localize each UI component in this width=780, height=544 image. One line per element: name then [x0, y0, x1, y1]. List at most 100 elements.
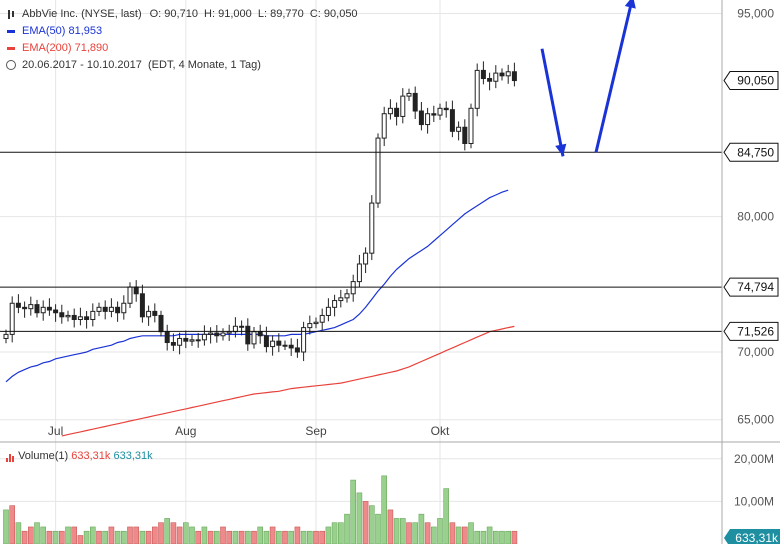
volume-bar — [83, 530, 90, 544]
volume-bar — [331, 522, 338, 544]
volume-bar — [406, 522, 412, 544]
volume-bar — [158, 522, 164, 544]
volume-bar — [449, 522, 456, 544]
volume-bar — [468, 522, 474, 544]
x-tick-label: Okt — [431, 424, 450, 438]
candle-body — [263, 335, 269, 348]
candle-body — [493, 72, 499, 82]
volume-tick-label: 10,00M — [734, 494, 774, 508]
candle-body — [387, 107, 393, 115]
volume-bar — [133, 526, 139, 544]
arrow-head — [624, 0, 636, 9]
candle-body — [313, 321, 319, 325]
level-label: 74,794 — [737, 280, 774, 294]
candle-body — [356, 263, 362, 283]
candle-body — [146, 310, 152, 318]
volume-bars-icon — [6, 450, 15, 462]
level-label: 71,526 — [737, 324, 774, 338]
volume-bar — [393, 518, 400, 544]
volume-value-red: 633,31k — [71, 450, 111, 462]
candle-body — [257, 331, 263, 337]
candle-body — [46, 306, 52, 311]
x-tick-label: Jul — [48, 424, 63, 438]
volume-bar — [282, 530, 288, 544]
candle-body — [195, 339, 201, 342]
candle-body — [332, 300, 338, 308]
volume-bar — [201, 526, 208, 544]
volume-bar — [71, 526, 77, 544]
volume-bar — [399, 518, 406, 544]
volume-bar — [505, 530, 512, 544]
volume-label: Volume(1) — [18, 450, 69, 462]
price-tick-label: 70,000 — [737, 345, 774, 359]
volume-bar — [418, 513, 425, 544]
volume-bar — [461, 526, 468, 544]
level-label-box — [723, 277, 779, 297]
candle-body — [40, 306, 46, 314]
grid-lines — [0, 0, 722, 544]
volume-bar — [474, 530, 481, 544]
candle-body — [437, 107, 443, 116]
volume-bar — [77, 535, 84, 544]
volume-bar — [121, 530, 127, 544]
volume-bar — [350, 479, 357, 544]
candle-body — [214, 332, 220, 337]
candle-body — [170, 342, 176, 346]
candle-body — [325, 306, 331, 316]
arrow-head — [555, 143, 567, 157]
candle-body — [294, 347, 300, 353]
level-label-box — [723, 321, 779, 341]
volume-bar — [232, 530, 239, 544]
volume-bar — [152, 526, 158, 544]
volume-bar — [245, 530, 251, 544]
volume-bar — [251, 530, 257, 544]
volume-bar — [145, 530, 152, 544]
x-tick-label: Sep — [305, 424, 327, 438]
candle-body — [270, 340, 276, 348]
candle-body — [350, 281, 356, 295]
candle-body — [344, 293, 350, 299]
volume-bar — [313, 530, 319, 544]
price-tick-label: 95,000 — [737, 7, 774, 21]
candle-body — [77, 316, 83, 321]
candle-body — [28, 304, 34, 310]
candle-body — [431, 113, 437, 116]
ema50-label: EMA(50) — [22, 25, 66, 37]
volume-bar — [381, 475, 388, 544]
volume-value-badge — [724, 529, 780, 544]
volume-bar — [96, 530, 102, 544]
candle-body — [412, 92, 418, 112]
candle-body — [22, 306, 28, 310]
volume-bar — [102, 530, 108, 544]
ema200-series — [61, 325, 515, 437]
volume-legend: Volume(1) 633,31k 633,31k — [6, 450, 153, 462]
candle-body — [158, 314, 164, 333]
volume-bar — [46, 530, 53, 544]
candle-body — [3, 333, 9, 339]
volume-bar — [21, 530, 28, 544]
volume-bar — [337, 522, 344, 544]
level-label: 90,050 — [737, 74, 774, 88]
legend-title-row: AbbVie Inc. (NYSE, last) O: 90,710 H: 91… — [6, 6, 358, 23]
annotation-arrows — [540, 0, 636, 157]
candle-body — [102, 306, 108, 312]
volume-bar — [424, 522, 431, 544]
volume-bar — [226, 530, 232, 544]
x-tick-label: Aug — [175, 424, 196, 438]
volume-bar — [214, 530, 220, 544]
date-range: 20.06.2017 - 10.10.2017 — [22, 59, 142, 71]
candle-body — [108, 306, 114, 312]
candle-body — [375, 137, 381, 204]
volume-bar — [443, 488, 450, 544]
candle-body — [499, 72, 505, 77]
volume-bar — [275, 530, 282, 544]
candle-body — [443, 107, 449, 111]
volume-bar — [127, 526, 133, 544]
level-label: 84,750 — [737, 145, 774, 159]
candle-body — [418, 110, 424, 126]
volume-bar — [486, 526, 493, 544]
volume-bar — [108, 526, 115, 544]
volume-bar — [27, 526, 34, 544]
volume-bar — [139, 530, 146, 544]
volume-bar — [375, 513, 381, 544]
